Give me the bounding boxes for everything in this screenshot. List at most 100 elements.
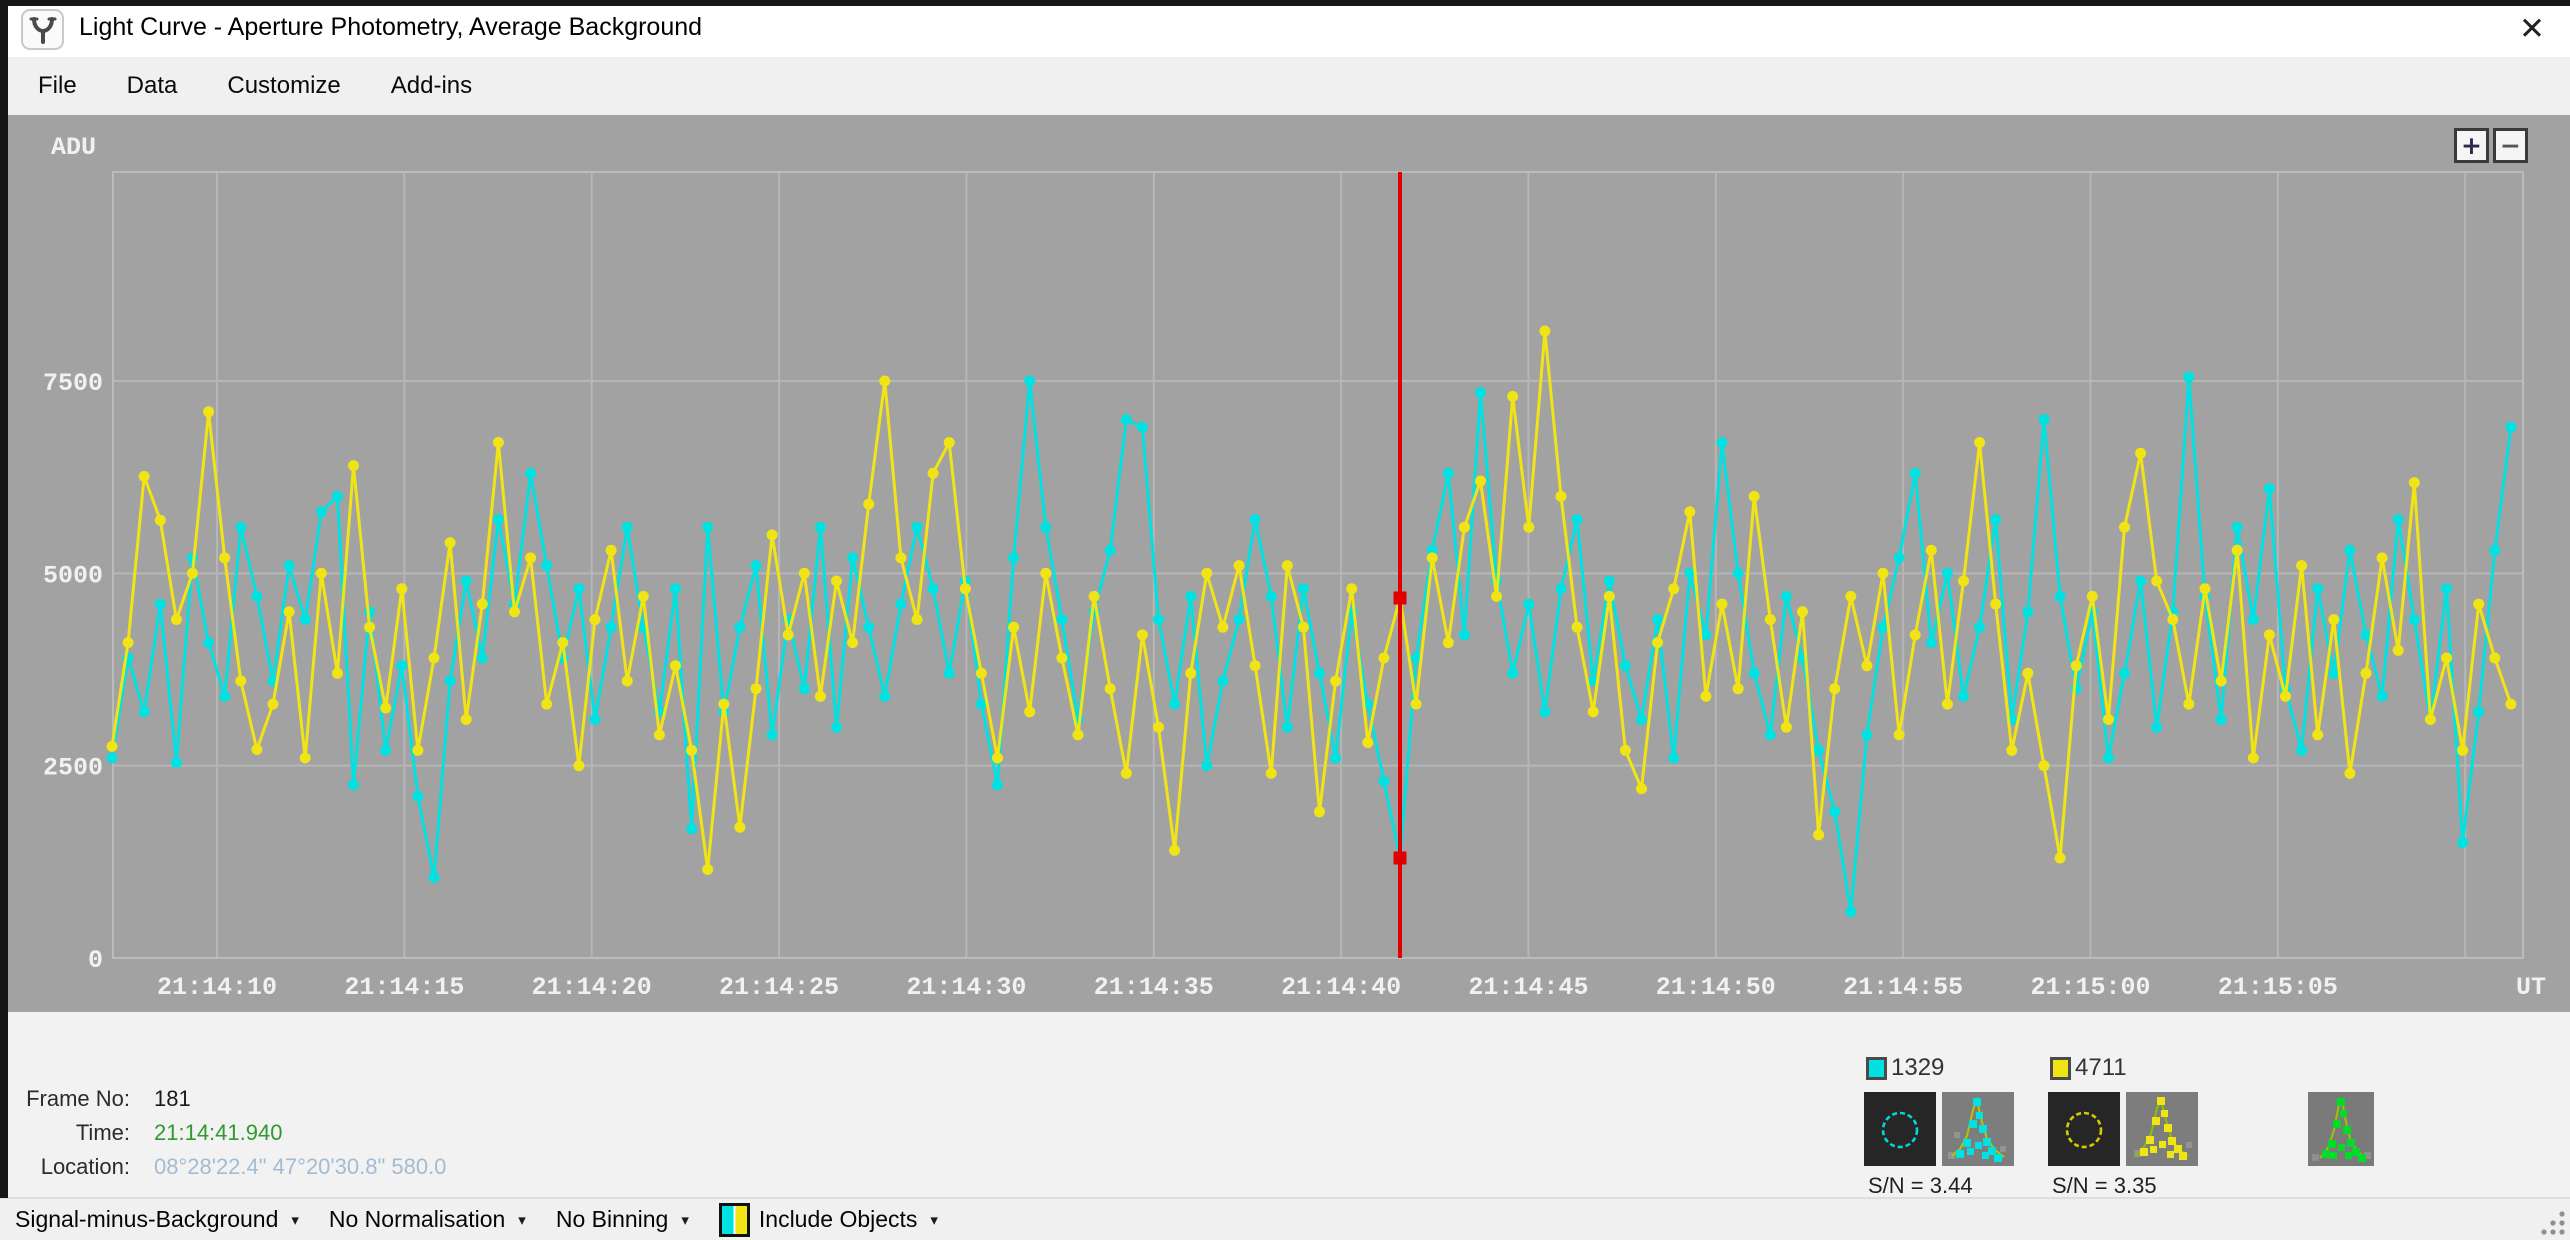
series-4711-point [2344,767,2356,779]
series-4711-point [1185,667,1197,679]
series-1329-point [2360,629,2372,641]
series-4711-point [1507,390,1519,402]
series-1329-point [412,790,424,802]
series-4711-point [219,552,231,564]
series-1329-point [927,583,939,595]
series-4711-point [348,460,359,472]
zoom-in-button[interactable]: + [2454,128,2489,163]
series-1329-point [879,690,891,702]
series-4711-point [2038,760,2050,772]
target2-aperture-thumbnail[interactable] [2048,1092,2120,1166]
series-4711-point [267,698,279,710]
series-4711-point [1732,683,1744,695]
series-4711-point [476,598,488,610]
series-1329-point [1442,467,1454,479]
chevron-down-icon: ▾ [930,1211,938,1229]
series-4711-point [251,744,263,755]
target1-color-swatch [1866,1056,1887,1080]
include-objects-dropdown[interactable]: Include Objects ▾ [718,1202,938,1237]
app-icon [21,9,64,50]
series-1329-point [1555,583,1567,595]
series-4711-point [750,683,762,695]
series-4711-point [509,606,520,618]
reduction-mode-dropdown[interactable]: Signal-minus-Background ▾ [15,1206,299,1233]
series-1329-point [1024,375,1036,387]
series-1329-line [110,375,2513,914]
series-1329-point [2038,414,2050,425]
series-1329-point [2296,744,2308,756]
series-4711-point [1780,721,1792,733]
light-curve-plot[interactable]: 0 2500 5000 7500 ADU 21:14:10 21:14:15 21:14:20… [0,115,2570,1012]
series-1329-point [702,521,714,533]
series-4711-point [2408,477,2420,489]
menu-addins[interactable]: Add-ins [390,72,473,99]
series-1329-point [1249,514,1261,525]
frame-no-label: Frame No: [26,1086,130,1111]
binning-dropdown[interactable]: No Binning ▾ [556,1206,689,1233]
x-tick-label: 21:15:05 [2218,973,2338,1002]
series-4711-point [1700,690,1712,702]
series-4711-point [541,698,553,710]
target1-psf-thumbnail[interactable] [1942,1092,2014,1166]
series-1329-point [863,621,875,633]
series-1329-point [2328,667,2340,679]
series-4711-point [1153,721,1164,733]
series-1329-point [2312,583,2324,595]
series-1329-point [2457,837,2469,849]
zoom-out-button[interactable]: − [2493,128,2528,163]
series-4711-point [831,575,842,587]
menu-file[interactable]: File [38,72,77,99]
series-4711-point [2247,752,2259,764]
series-1329-point [2119,667,2130,679]
series-1329-point [428,871,440,883]
series-4711-point [734,821,746,833]
series-4711-point [943,437,955,448]
series-4711-point [1330,675,1342,687]
x-axis-unit-label: UT [2516,973,2546,1002]
series-4711-point [1619,744,1631,756]
series-4711-point [428,652,440,664]
y-tick-label: 5000 [43,561,103,590]
series-4711-point [1233,560,1245,572]
series-4711-point [879,375,891,387]
series-4711-point [1652,637,1664,649]
x-tick-label: 21:14:55 [1843,973,1963,1002]
series-1329-point [1475,387,1486,398]
normalisation-dropdown[interactable]: No Normalisation ▾ [329,1206,526,1233]
legend-target-1: 1329 [1866,1054,1944,1082]
series-1329-point [1008,552,1020,564]
series-4711-point [1056,652,1068,664]
series-1329-point [1217,675,1229,687]
series-4711-point [187,567,198,579]
series-1329-point [2151,721,2163,733]
series-4711-point [315,567,327,579]
resize-grip[interactable] [2537,1207,2567,1237]
light-curve-chart[interactable]: 0 2500 5000 7500 ADU 21:14:10 21:14:15 21:14:20… [0,115,2570,1012]
menu-customize[interactable]: Customize [227,72,341,99]
series-4711-point [1104,683,1116,695]
series-4711-point [460,714,472,725]
target2-psf-thumbnail[interactable] [2126,1092,2198,1166]
series-4711-point [1410,698,1422,710]
series-1329-point [847,552,859,564]
reduction-mode-label: Signal-minus-Background [15,1206,279,1232]
series-1329-point [1813,744,1825,756]
series-1329-point [1941,567,1953,579]
menu-data[interactable]: Data [126,72,178,99]
location-value: 08°28'22.4" 47°20'30.8" 580.0 [154,1154,447,1179]
series-1329-point [2489,544,2501,556]
series-4711-point [992,752,1003,764]
series-4711-point [573,760,585,772]
x-tick-label: 21:14:20 [532,973,652,1002]
series-4711-point [2199,583,2211,595]
chevron-down-icon: ▾ [518,1211,526,1229]
guide-star-psf-thumbnail[interactable] [2308,1092,2374,1166]
series-1329-point [895,598,907,610]
series-4711-point [2054,852,2066,864]
series-4711-point [2215,675,2227,687]
series-4711-point [1829,683,1841,695]
target1-aperture-thumbnail[interactable] [1864,1092,1936,1166]
series-4711-point [1442,637,1454,649]
close-button[interactable]: ✕ [2519,11,2545,46]
y-tick-label: 2500 [43,754,103,783]
